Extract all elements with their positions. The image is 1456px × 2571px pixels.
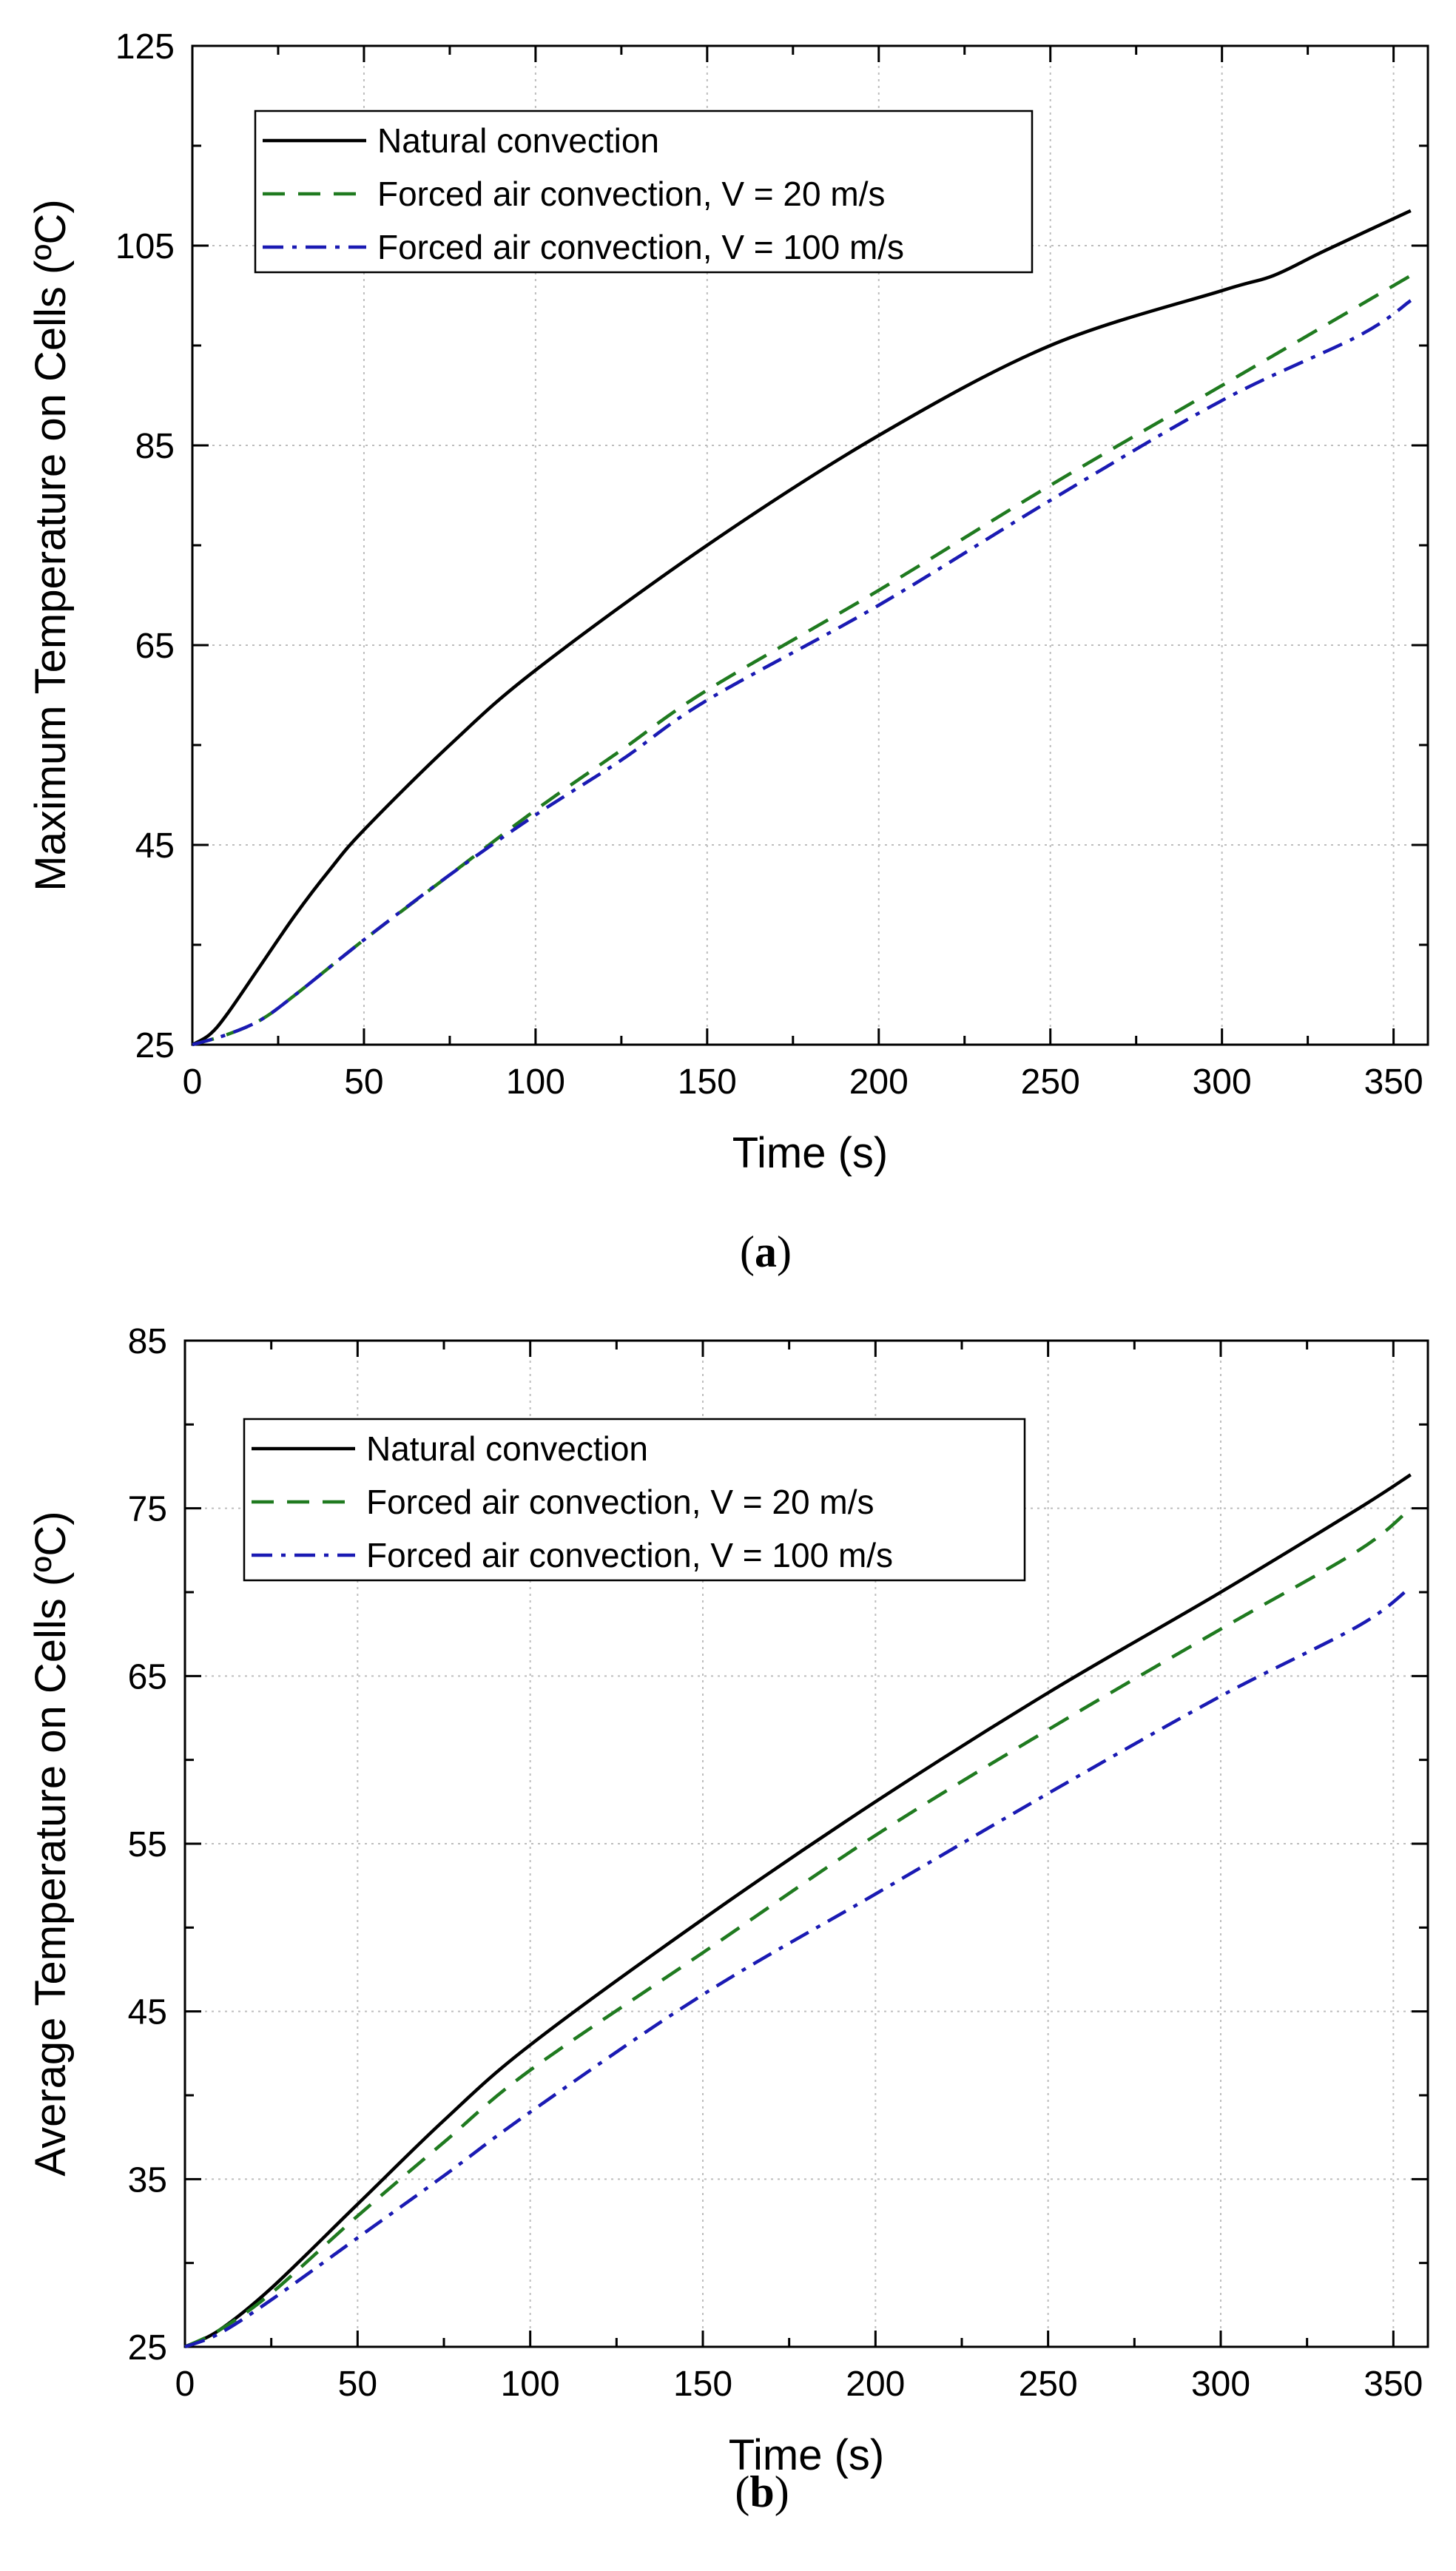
y-tick-label: 45 <box>135 826 175 866</box>
x-axis-title: Time (s) <box>732 1129 888 1177</box>
x-tick-label: 150 <box>673 2365 732 2404</box>
panel-label: (a) <box>740 1227 792 1276</box>
legend-label-3: Forced air convection, V = 100 m/s <box>377 228 904 266</box>
y-tick-label: 35 <box>128 2160 167 2200</box>
y-tick-label: 75 <box>128 1490 167 1529</box>
x-tick-label: 250 <box>1019 2365 1078 2404</box>
y-axis-title: Maximum Temperature on Cells (ºC) <box>27 199 75 891</box>
x-axis-title: Time (s) <box>729 2431 884 2479</box>
panel-label: (b) <box>735 2467 789 2516</box>
x-tick-label: 200 <box>849 1062 909 1102</box>
chart-layer: 0 50 100 150 200 250 300 35025456585105125Time … <box>27 27 1429 2516</box>
y-tick-label: 105 <box>115 227 175 266</box>
x-tick-label: 300 <box>1191 2365 1250 2404</box>
x-tick-label: 300 <box>1193 1062 1252 1102</box>
y-tick-label: 65 <box>135 627 175 666</box>
x-tick-label: 50 <box>338 2365 377 2404</box>
chart-panel-a: 0 50 100 150 200 250 300 350 25 45 65 85 105 125 Time … <box>27 27 1429 1276</box>
chart-panel-b: 0 50 100 150 200 250 300 350 25 35 45 55 65 75 85 Time … <box>27 1322 1429 2516</box>
x-tick-label: 50 <box>344 1062 383 1102</box>
x-tick-label: 150 <box>678 1062 737 1102</box>
legend-label-2: Forced air convection, V = 20 m/s <box>377 175 885 213</box>
legend-label-3: Forced air convection, V = 100 m/s <box>366 1536 893 1574</box>
x-tick-label: 0 <box>175 2365 195 2404</box>
x-tick-label: 350 <box>1364 1062 1423 1102</box>
y-tick-label: 25 <box>135 1026 175 1065</box>
series-line-3 <box>184 1586 1412 2349</box>
x-tick-label: 250 <box>1021 1062 1080 1102</box>
y-tick-label: 85 <box>128 1322 167 1361</box>
legend-box <box>254 109 1034 274</box>
series-line-1 <box>184 1473 1412 2349</box>
y-tick-label: 45 <box>128 1993 167 2032</box>
legend-box <box>243 1418 1026 1582</box>
y-axis-title: Average Temperature on Cells (ºC) <box>27 1511 75 2176</box>
x-tick-label: 100 <box>501 2365 560 2404</box>
x-tick-label: 350 <box>1364 2365 1423 2404</box>
x-tick-label: 0 <box>183 1062 203 1102</box>
x-tick-label: 200 <box>846 2365 905 2404</box>
y-tick-label: 65 <box>128 1657 167 1696</box>
legend-label-2: Forced air convection, V = 20 m/s <box>366 1483 874 1521</box>
series-line-3 <box>192 299 1412 1047</box>
series-line-2 <box>184 1506 1412 2349</box>
y-tick-label: 85 <box>135 427 175 466</box>
series-line-1 <box>191 209 1412 1046</box>
y-tick-label: 55 <box>128 1825 167 1864</box>
y-tick-label: 25 <box>128 2328 167 2368</box>
legend-label-1: Natural convection <box>377 121 659 160</box>
legend-label-1: Natural convection <box>366 1429 648 1468</box>
y-tick-label: 125 <box>115 27 175 67</box>
x-tick-label: 100 <box>506 1062 565 1102</box>
